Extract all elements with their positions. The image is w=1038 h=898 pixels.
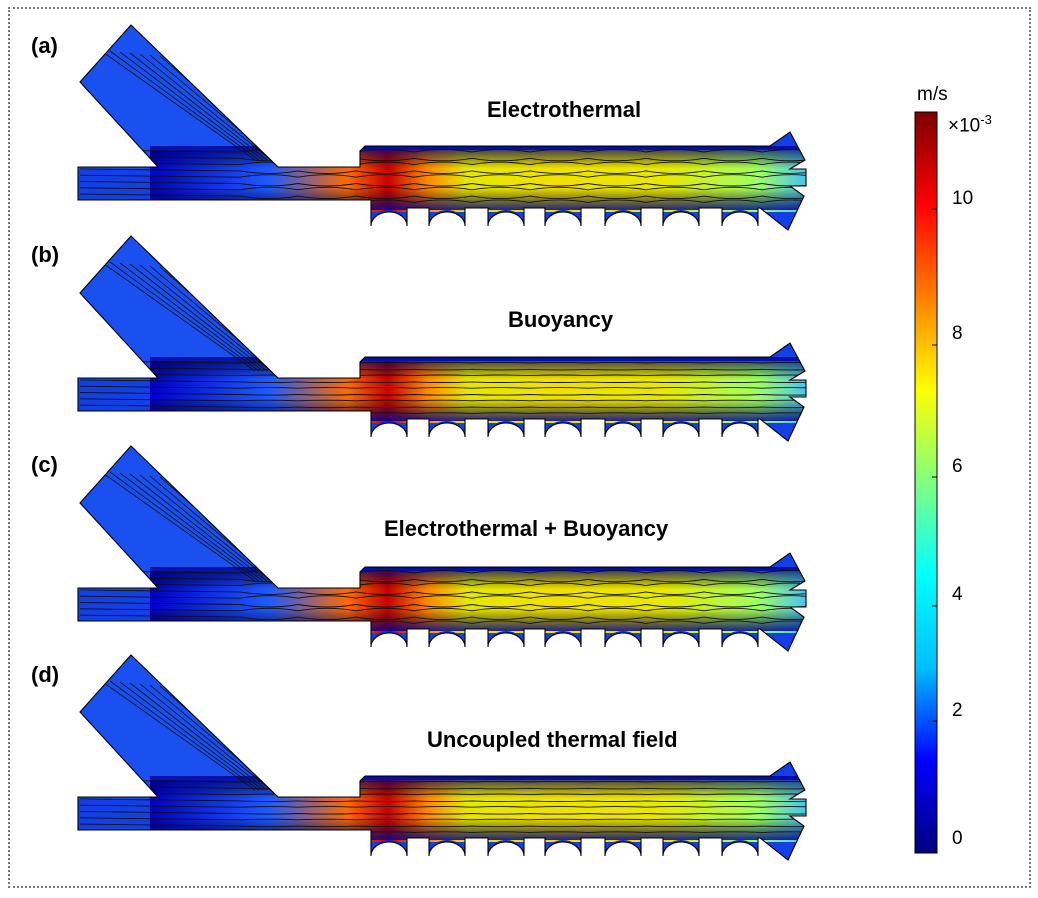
panel-b-title: Buoyancy bbox=[508, 307, 614, 332]
panel-c-title: Electrothermal + Buoyancy bbox=[384, 516, 669, 541]
colorbar-tick-8: 8 bbox=[952, 323, 963, 344]
colorbar-tick-10: 10 bbox=[952, 188, 974, 209]
streamlines bbox=[79, 679, 806, 833]
colorbar-tick-0: 0 bbox=[952, 828, 963, 849]
channel-outline bbox=[77, 235, 807, 442]
channel-outline bbox=[77, 24, 807, 231]
figure-frame bbox=[8, 7, 1031, 888]
colorbar-tick-4: 4 bbox=[952, 584, 963, 605]
panel-a-label: (a) bbox=[31, 33, 58, 58]
panel-d-title: Uncoupled thermal field bbox=[427, 727, 678, 752]
channel-outline bbox=[77, 654, 807, 861]
panel-a-title: Electrothermal bbox=[487, 97, 642, 122]
channel-plot-a bbox=[77, 24, 807, 231]
panel-b-label: (b) bbox=[31, 242, 60, 267]
colorbar-exponent: ×10-3 bbox=[948, 112, 992, 137]
panel-c-label: (c) bbox=[31, 452, 58, 477]
panel-d-label: (d) bbox=[31, 662, 60, 687]
colorbar-bar bbox=[914, 111, 938, 854]
colorbar-unit: m/s bbox=[917, 84, 948, 105]
colorbar-tick-2: 2 bbox=[952, 700, 963, 721]
colorbar-tick-6: 6 bbox=[952, 456, 963, 477]
channel-outline bbox=[77, 445, 807, 652]
